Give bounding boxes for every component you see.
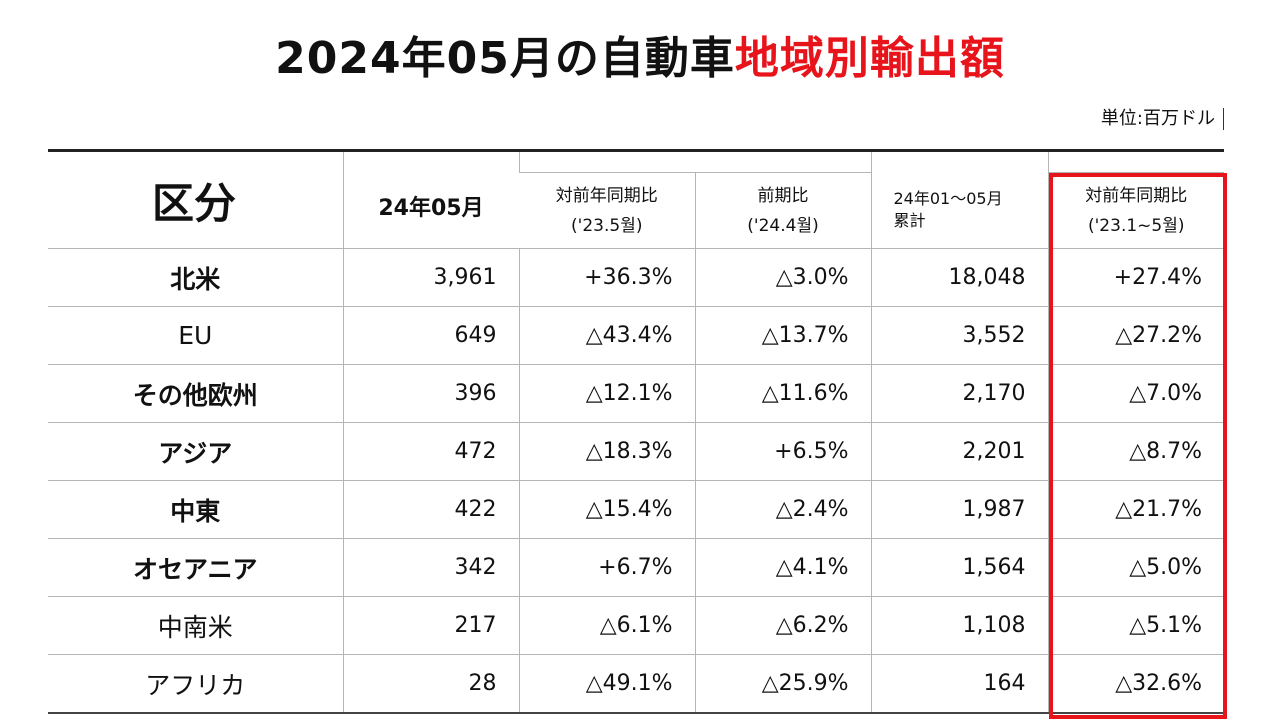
mom-cell: △4.1%	[694, 538, 871, 597]
table-row: 北米 3,961 +36.3% △3.0% 18,048 +27.4%	[48, 248, 1224, 307]
table-row: 中南米 217 △6.1% △6.2% 1,108 △5.1%	[48, 596, 1224, 655]
table-row: その他欧州 396 △12.1% △11.6% 2,170 △7.0%	[48, 364, 1224, 423]
region-cell: 中南米	[48, 596, 343, 655]
yoy-cell: △12.1%	[518, 364, 695, 423]
export-table: 区分 24年05月 24年01～05月 累計 対前年同期比 ('23.5월) 前…	[48, 149, 1224, 714]
header-category: 区分	[48, 149, 343, 249]
cumulative-cell: 3,552	[870, 306, 1048, 365]
month-value-cell: 217	[342, 596, 519, 655]
header-row-top: 区分 24年05月 24年01～05月 累計	[48, 149, 1224, 249]
mom-cell: △11.6%	[694, 364, 871, 423]
cum-yoy-cell: +27.4%	[1047, 248, 1224, 307]
mom-cell: △2.4%	[694, 480, 871, 539]
yoy-cell: △43.4%	[518, 306, 695, 365]
cumulative-cell: 1,108	[870, 596, 1048, 655]
header-cumulative-line2: 累計	[893, 211, 926, 230]
header-yoy: 対前年同期比 ('23.5월)	[519, 172, 695, 249]
cum-yoy-cell: △8.7%	[1047, 422, 1224, 481]
cumulative-cell: 1,564	[870, 538, 1048, 597]
region-cell: 中東	[48, 480, 343, 539]
yoy-cell: △15.4%	[518, 480, 695, 539]
unit-label: 単位:百万ドル	[1101, 104, 1224, 130]
month-value-cell: 396	[342, 364, 519, 423]
header-row-sub: 対前年同期比 ('23.5월) 前期比 ('24.4월) 対前年同期比 ('23…	[48, 172, 1224, 249]
month-value-cell: 342	[342, 538, 519, 597]
header-cum-group	[1047, 149, 1224, 173]
cumulative-cell: 164	[870, 654, 1048, 714]
cum-yoy-cell: △32.6%	[1047, 654, 1224, 714]
title-highlight: 地域別輸出額	[734, 33, 1005, 84]
yoy-cell: △18.3%	[518, 422, 695, 481]
mom-cell: △6.2%	[694, 596, 871, 655]
region-cell: EU	[48, 306, 343, 365]
yoy-cell: +6.7%	[518, 538, 695, 597]
header-cum-yoy-label: 対前年同期比	[1085, 185, 1188, 206]
yoy-cell: △49.1%	[518, 654, 695, 714]
table-row: アフリカ 28 △49.1% △25.9% 164 △32.6%	[48, 654, 1224, 714]
mom-cell: △25.9%	[694, 654, 871, 714]
table-row: 中東 422 △15.4% △2.4% 1,987 △21.7%	[48, 480, 1224, 539]
cumulative-cell: 2,201	[870, 422, 1048, 481]
header-cum-yoy: 対前年同期比 ('23.1~5월)	[1047, 172, 1224, 249]
month-value-cell: 28	[342, 654, 519, 714]
header-yoy-label: 対前年同期比	[555, 185, 658, 206]
month-value-cell: 422	[342, 480, 519, 539]
header-month: 24年05月	[342, 149, 519, 249]
header-mom: 前期比 ('24.4월)	[694, 172, 871, 249]
header-cum-yoy-sub: ('23.1~5월)	[1088, 215, 1185, 236]
header-mom-sub: ('24.4월)	[747, 215, 819, 236]
cum-yoy-cell: △5.1%	[1047, 596, 1224, 655]
month-value-cell: 649	[342, 306, 519, 365]
yoy-cell: △6.1%	[518, 596, 695, 655]
table-row: EU 649 △43.4% △13.7% 3,552 △27.2%	[48, 306, 1224, 365]
month-value-cell: 472	[342, 422, 519, 481]
mom-cell: △13.7%	[694, 306, 871, 365]
region-cell: 北米	[48, 248, 343, 307]
header-mom-label: 前期比	[757, 185, 809, 206]
mom-cell: △3.0%	[694, 248, 871, 307]
region-cell: アジア	[48, 422, 343, 481]
header-cumulative-line1: 24年01～05月	[893, 189, 1003, 208]
cumulative-cell: 18,048	[870, 248, 1048, 307]
cumulative-cell: 1,987	[870, 480, 1048, 539]
cum-yoy-cell: △5.0%	[1047, 538, 1224, 597]
region-cell: オセアニア	[48, 538, 343, 597]
region-cell: アフリカ	[48, 654, 343, 714]
cum-yoy-cell: △7.0%	[1047, 364, 1224, 423]
cum-yoy-cell: △27.2%	[1047, 306, 1224, 365]
cumulative-cell: 2,170	[870, 364, 1048, 423]
title-prefix: 2024年05月の自動車	[275, 33, 735, 84]
month-value-cell: 3,961	[342, 248, 519, 307]
page-title: 2024年05月の自動車地域別輸出額	[0, 22, 1280, 86]
yoy-cell: +36.3%	[518, 248, 695, 307]
header-month-group	[518, 149, 871, 173]
region-cell: その他欧州	[48, 364, 343, 423]
table-row: オセアニア 342 +6.7% △4.1% 1,564 △5.0%	[48, 538, 1224, 597]
mom-cell: +6.5%	[694, 422, 871, 481]
header-yoy-sub: ('23.5월)	[571, 215, 643, 236]
cum-yoy-cell: △21.7%	[1047, 480, 1224, 539]
table-row: アジア 472 △18.3% +6.5% 2,201 △8.7%	[48, 422, 1224, 481]
header-cumulative: 24年01～05月 累計	[870, 149, 1048, 249]
